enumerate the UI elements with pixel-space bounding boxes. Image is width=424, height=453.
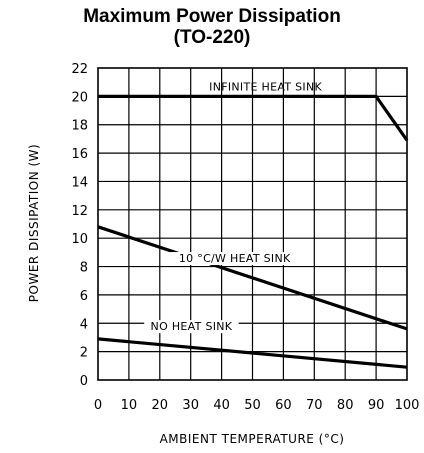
x-tick-label: 60 [275, 398, 292, 413]
series-line-no-heat-sink [97, 337, 408, 369]
series-label-ten-c-per-w-heat-sink: 10 °C/W HEAT SINK [179, 252, 291, 265]
chart-title-line-2: (TO-220) [173, 27, 251, 48]
x-tick-label: 20 [152, 398, 169, 413]
y-tick-label: 14 [71, 175, 88, 190]
y-tick-label: 12 [71, 204, 88, 219]
y-tick-label: 6 [80, 289, 88, 304]
x-tick-label: 90 [368, 398, 385, 413]
y-tick-label: 2 [80, 346, 88, 361]
series-label-backing [144, 320, 239, 334]
x-tick-label: 70 [306, 398, 323, 413]
series-line-infinite-heat-sink [98, 94, 409, 142]
y-tick-label: 22 [71, 62, 88, 77]
y-axis-label: POWER DISSIPATION (W) [27, 144, 41, 302]
x-tick-label: 50 [244, 398, 261, 413]
x-tick-label: 80 [337, 398, 354, 413]
series-line-ten-c-per-w-heat-sink [97, 225, 408, 331]
x-tick-label: 10 [121, 398, 138, 413]
y-tick-label: 18 [71, 119, 88, 134]
y-tick-label: 16 [71, 147, 88, 162]
chart-title-line-1: Maximum Power Dissipation [83, 6, 341, 27]
x-tick-label: 40 [213, 398, 230, 413]
plot-frame [97, 67, 408, 381]
y-tick-label: 4 [80, 317, 88, 332]
x-tick-label: 100 [395, 398, 420, 413]
y-tick-label: 10 [71, 232, 88, 247]
series-label-backing [169, 252, 300, 266]
x-axis-label: AMBIENT TEMPERATURE (°C) [160, 432, 345, 446]
x-tick-label: 0 [94, 398, 102, 413]
y-tick-label: 20 [71, 90, 88, 105]
series-label-infinite-heat-sink: INFINITE HEAT SINK [209, 80, 322, 93]
series-label-no-heat-sink: NO HEAT SINK [151, 320, 233, 333]
y-tick-label: 0 [80, 374, 88, 389]
y-tick-label: 8 [80, 261, 88, 276]
x-tick-label: 30 [182, 398, 199, 413]
